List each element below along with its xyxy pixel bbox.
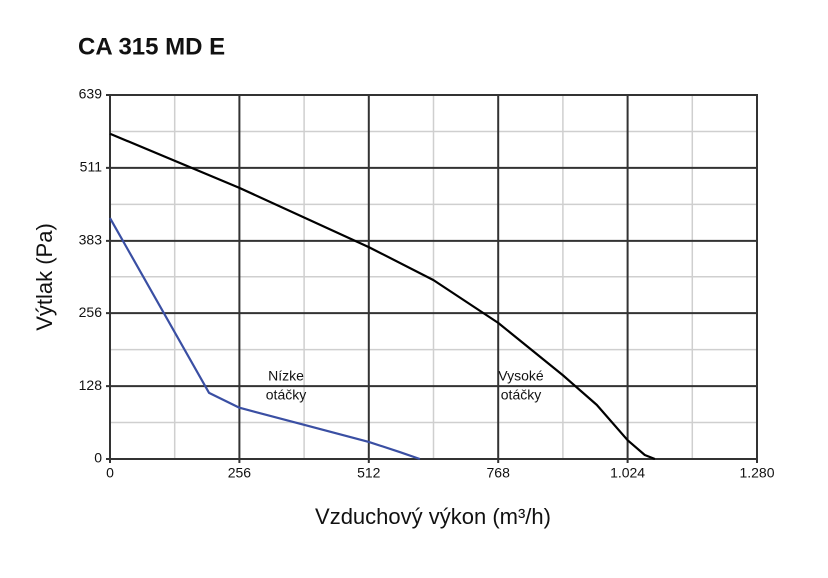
plot [109, 132, 656, 461]
y-tick-label: 511 [80, 159, 103, 175]
annotation: Nízke [268, 368, 304, 384]
x-axis-label: Vzduchový výkon (m³/h) [315, 504, 551, 529]
x-tick-label: 1.024 [610, 465, 645, 481]
y-tick-label: 639 [79, 86, 103, 102]
x-tick-label: 768 [487, 465, 511, 481]
chart-title: CA 315 MD E [78, 33, 225, 60]
x-tick-label: 512 [357, 465, 381, 481]
annotation: Vysoké [498, 368, 544, 384]
annotation: otáčky [501, 387, 541, 403]
plot-frame [109, 94, 758, 460]
series-line [109, 132, 656, 461]
y-axis-label: Výtlak (Pa) [32, 223, 57, 331]
grid [106, 94, 758, 463]
series-line [109, 217, 421, 461]
x-tick-label: 1.280 [739, 465, 774, 481]
y-tick-label: 256 [79, 304, 103, 320]
y-tick-label: 0 [94, 450, 102, 466]
y-tick-label: 128 [79, 377, 103, 393]
annotation: otáčky [266, 387, 306, 403]
x-tick-label: 256 [228, 465, 252, 481]
y-tick-label: 383 [79, 232, 103, 248]
x-tick-label: 0 [106, 465, 114, 481]
